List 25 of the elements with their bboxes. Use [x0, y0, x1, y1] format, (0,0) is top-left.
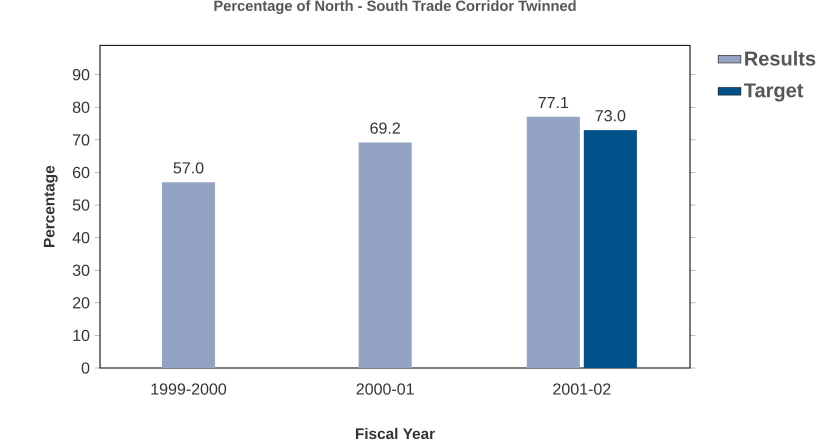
y-tick-label: 40 [72, 232, 90, 244]
data-label: 77.1 [538, 97, 568, 108]
y-tick-label: 0 [82, 362, 90, 374]
bar [526, 116, 580, 368]
y-axis-title: Percentage [44, 166, 58, 247]
data-label: 57.0 [174, 162, 204, 174]
legend-label: Results [745, 50, 816, 66]
x-tick-label: 2001-02 [553, 383, 610, 395]
y-tick-label: 10 [73, 330, 90, 342]
bar [162, 182, 216, 368]
legend-label: Target [744, 83, 804, 102]
y-tick-label: 30 [72, 264, 90, 276]
data-label: 73.0 [596, 110, 626, 122]
y-tick-label: 90 [72, 69, 90, 80]
x-axis-title: Fiscal Year [356, 428, 435, 440]
y-tick-label: 70 [72, 134, 90, 146]
x-tick-label: 1999-2000 [151, 383, 226, 395]
y-tick-label: 50 [72, 199, 90, 211]
chart-title: Percentage of North - South Trade Corridor Twinned [214, 0, 576, 14]
y-tick-label: 80 [72, 102, 90, 113]
y-tick-label: 20 [72, 297, 90, 308]
bar [584, 130, 637, 368]
data-label: 69.2 [370, 122, 400, 134]
y-tick-label: 60 [72, 166, 90, 178]
x-tick-label: 2000-01 [356, 383, 414, 395]
